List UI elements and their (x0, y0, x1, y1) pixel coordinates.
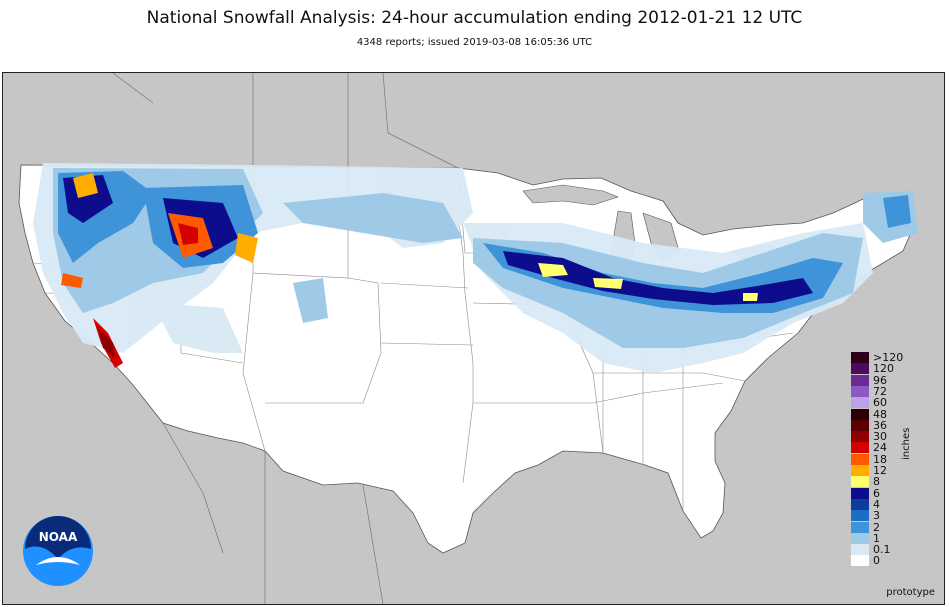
map-canvas (3, 73, 944, 604)
legend-label: 12 (873, 464, 887, 477)
legend-swatch (851, 510, 869, 522)
legend-label: 2 (873, 520, 880, 534)
noaa-logo-top (25, 516, 91, 559)
canada-province-lines (112, 73, 459, 169)
legend-swatch (851, 453, 869, 465)
legend-swatch (851, 487, 869, 499)
noaa-logo: NOAA (23, 516, 93, 586)
snowfall-legend: >120 120 96 72 60 48 36 30 24 18 12 8 6 4 3 2 1 0.1 0 (851, 352, 941, 568)
legend-swatch (851, 397, 869, 409)
legend-swatch (851, 532, 869, 544)
legend-swatch (851, 431, 869, 443)
legend-swatch (851, 419, 869, 431)
legend-label: 6 (873, 486, 880, 500)
legend-swatch (851, 544, 869, 556)
legend-swatch (851, 521, 869, 533)
legend-unit-label: inches (901, 427, 912, 460)
legend-label: 48 (873, 407, 887, 421)
legend-swatch (851, 498, 869, 510)
legend-swatch (851, 465, 869, 476)
legend-label: 24 (873, 441, 887, 455)
legend-label: 60 (873, 396, 887, 410)
legend-swatch (851, 555, 869, 567)
legend-swatch (851, 442, 869, 454)
legend-label: 18 (873, 452, 887, 466)
legend-label: 8 (873, 475, 880, 489)
legend-swatch (851, 476, 869, 488)
legend-label: 0.1 (873, 543, 891, 557)
noaa-logo-gull (36, 557, 80, 565)
legend-swatch (851, 374, 869, 386)
noaa-logo-text: NOAA (39, 530, 78, 544)
legend-label: 36 (873, 418, 887, 432)
legend-label: 72 (873, 384, 887, 398)
legend-swatch (851, 352, 869, 363)
legend-swatch (851, 385, 869, 397)
legend-label: 4 (873, 497, 880, 511)
legend-label: 96 (873, 373, 887, 387)
legend-swatch (851, 408, 869, 420)
legend-label: 120 (873, 362, 894, 376)
legend-label: 30 (873, 430, 887, 444)
prototype-label: prototype (886, 587, 935, 598)
map-title: National Snowfall Analysis: 24-hour accu… (146, 8, 803, 28)
snow-heavy-areas (61, 173, 758, 368)
legend-label: 1 (873, 531, 880, 545)
legend-label: >120 (873, 351, 904, 364)
legend-label: 3 (873, 509, 880, 523)
legend-label: 0 (873, 554, 880, 568)
snowfall-map (2, 72, 945, 605)
mexico-lines (162, 422, 384, 604)
map-subtitle: 4348 reports; issued 2019-03-08 16:05:36… (356, 37, 593, 48)
legend-swatch (851, 363, 869, 375)
lake-superior (522, 184, 619, 206)
